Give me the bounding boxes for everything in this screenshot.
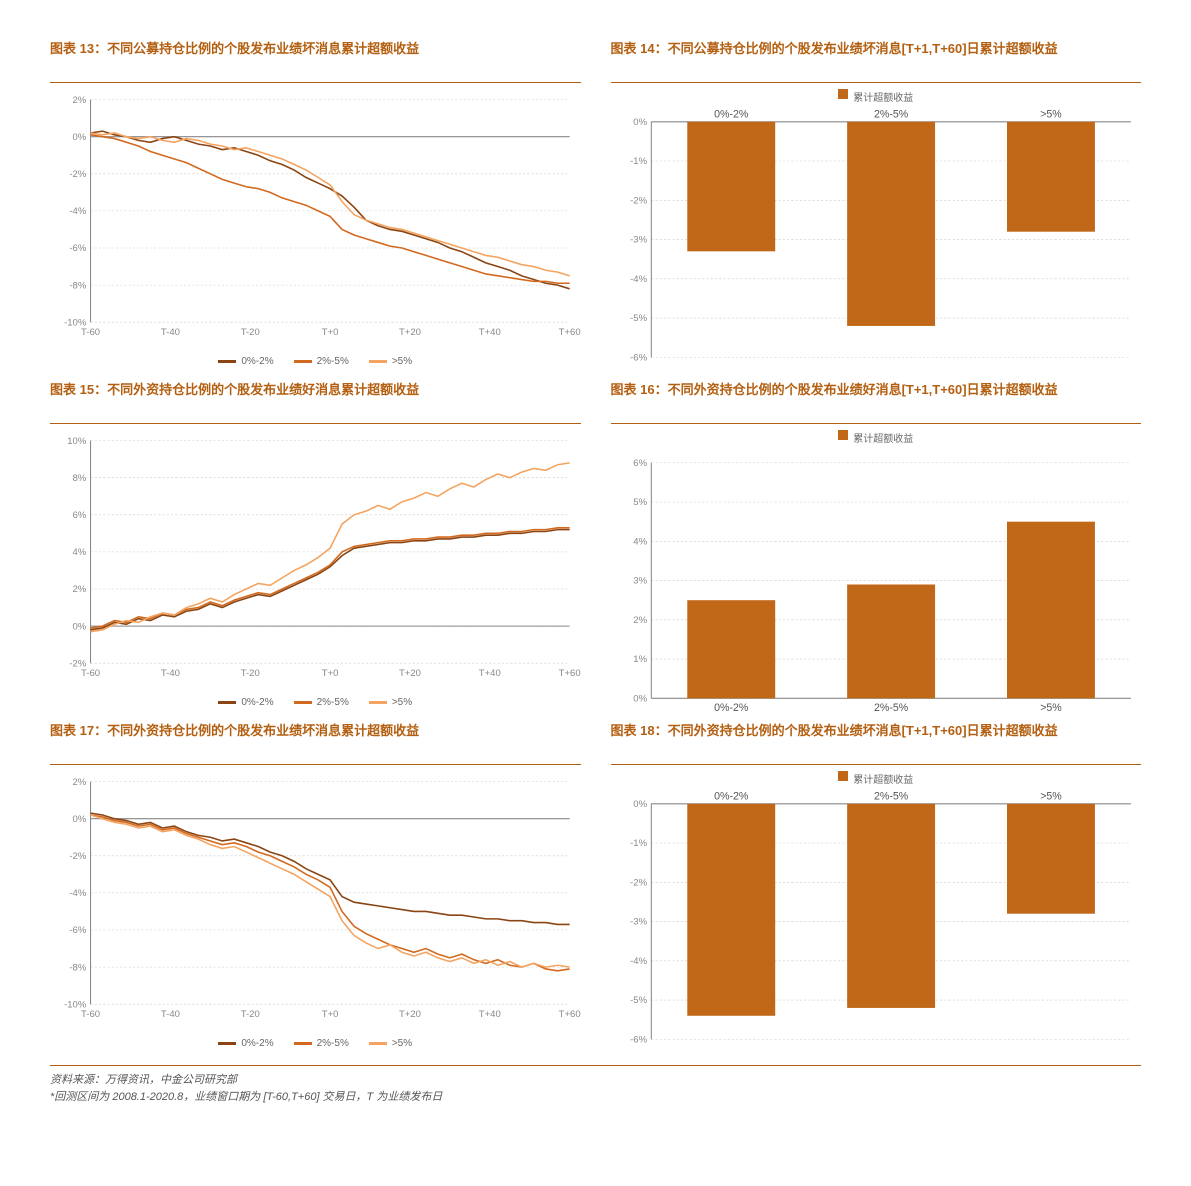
bar-chart: -6% -5% -4% -3% -2% -1% 0% 0%-2% 2%-5% >5% xyxy=(611,788,1142,1053)
svg-text:-4%: -4% xyxy=(630,956,647,967)
chart-title: 图表 15：不同外资持仓比例的个股发布业绩好消息累计超额收益 xyxy=(50,381,581,399)
svg-text:-1%: -1% xyxy=(630,156,647,167)
svg-text:0%: 0% xyxy=(633,799,647,810)
svg-text:T-40: T-40 xyxy=(161,1009,180,1020)
bar-chart: -6% -5% -4% -3% -2% -1% 0% 0%-2% 2%-5% >5% xyxy=(611,106,1142,371)
svg-text:0%: 0% xyxy=(73,621,87,632)
chart-title: 图表 16：不同外资持仓比例的个股发布业绩好消息[T+1,T+60]日累计超额收… xyxy=(611,381,1142,399)
chart-title: 图表 17：不同外资持仓比例的个股发布业绩坏消息累计超额收益 xyxy=(50,722,581,740)
svg-text:T+0: T+0 xyxy=(322,327,339,338)
svg-text:T-20: T-20 xyxy=(241,668,260,679)
svg-text:>5%: >5% xyxy=(1040,702,1062,712)
svg-text:0%: 0% xyxy=(633,117,647,128)
svg-text:-2%: -2% xyxy=(69,169,86,180)
svg-text:0%-2%: 0%-2% xyxy=(714,109,749,121)
svg-text:3%: 3% xyxy=(633,576,647,587)
svg-text:2%: 2% xyxy=(73,777,87,788)
line-chart: -2%0%2%4%6%8%10%T-60T-40T-20T+0T+20T+40T… xyxy=(50,430,581,695)
svg-text:T-40: T-40 xyxy=(161,668,180,679)
svg-text:0%: 0% xyxy=(73,132,87,143)
source-footer: 资料来源：万得资讯，中金公司研究部 *回测区间为 2008.1-2020.8，业… xyxy=(50,1065,1141,1105)
svg-text:T+60: T+60 xyxy=(559,327,581,338)
line-legend: 0%-2%2%-5%>5% xyxy=(50,697,581,708)
svg-text:-6%: -6% xyxy=(69,243,86,254)
chart-title: 图表 14：不同公募持仓比例的个股发布业绩坏消息[T+1,T+60]日累计超额收… xyxy=(611,40,1142,58)
svg-text:T-40: T-40 xyxy=(161,327,180,338)
chart-panel-c13: 图表 13：不同公募持仓比例的个股发布业绩坏消息累计超额收益-10%-8%-6%… xyxy=(50,40,581,371)
chart-panel-c16: 图表 16：不同外资持仓比例的个股发布业绩好消息[T+1,T+60]日累计超额收… xyxy=(611,381,1142,712)
chart-panel-c17: 图表 17：不同外资持仓比例的个股发布业绩坏消息累计超额收益-10%-8%-6%… xyxy=(50,722,581,1053)
svg-text:2%: 2% xyxy=(73,584,87,595)
line-legend: 0%-2%2%-5%>5% xyxy=(50,356,581,367)
svg-text:T+40: T+40 xyxy=(479,668,501,679)
svg-text:10%: 10% xyxy=(67,436,87,447)
svg-text:T-60: T-60 xyxy=(81,1009,100,1020)
svg-text:-5%: -5% xyxy=(630,995,647,1006)
svg-text:1%: 1% xyxy=(633,654,647,665)
svg-text:0%: 0% xyxy=(633,694,647,705)
svg-text:4%: 4% xyxy=(633,536,647,547)
svg-text:T+0: T+0 xyxy=(322,1009,339,1020)
svg-text:0%-2%: 0%-2% xyxy=(714,702,749,712)
line-chart: -10%-8%-6%-4%-2%0%2%T-60T-40T-20T+0T+20T… xyxy=(50,771,581,1036)
svg-text:2%: 2% xyxy=(633,615,647,626)
svg-text:0%: 0% xyxy=(73,814,87,825)
svg-text:T+20: T+20 xyxy=(399,1009,421,1020)
line-legend: 0%-2%2%-5%>5% xyxy=(50,1038,581,1049)
svg-text:6%: 6% xyxy=(633,458,647,469)
svg-text:-2%: -2% xyxy=(630,195,647,206)
svg-text:T+40: T+40 xyxy=(479,1009,501,1020)
svg-text:T-60: T-60 xyxy=(81,668,100,679)
svg-text:-8%: -8% xyxy=(69,962,86,973)
svg-text:-3%: -3% xyxy=(630,917,647,928)
svg-text:4%: 4% xyxy=(73,547,87,558)
svg-text:-1%: -1% xyxy=(630,838,647,849)
svg-text:>5%: >5% xyxy=(1040,109,1062,121)
svg-text:T+20: T+20 xyxy=(399,668,421,679)
svg-text:-4%: -4% xyxy=(630,274,647,285)
svg-text:-8%: -8% xyxy=(69,280,86,291)
svg-text:T+20: T+20 xyxy=(399,327,421,338)
svg-text:-2%: -2% xyxy=(69,851,86,862)
svg-text:-3%: -3% xyxy=(630,235,647,246)
svg-text:-4%: -4% xyxy=(69,206,86,217)
svg-text:5%: 5% xyxy=(633,497,647,508)
svg-text:T-20: T-20 xyxy=(241,1009,260,1020)
svg-text:-2%: -2% xyxy=(630,877,647,888)
svg-text:-6%: -6% xyxy=(69,925,86,936)
chart-title: 图表 18：不同外资持仓比例的个股发布业绩坏消息[T+1,T+60]日累计超额收… xyxy=(611,722,1142,740)
svg-text:-4%: -4% xyxy=(69,888,86,899)
svg-text:-6%: -6% xyxy=(630,1035,647,1046)
chart-panel-c14: 图表 14：不同公募持仓比例的个股发布业绩坏消息[T+1,T+60]日累计超额收… xyxy=(611,40,1142,371)
svg-text:2%-5%: 2%-5% xyxy=(874,109,909,121)
svg-text:T-20: T-20 xyxy=(241,327,260,338)
svg-text:T-60: T-60 xyxy=(81,327,100,338)
chart-panel-c15: 图表 15：不同外资持仓比例的个股发布业绩好消息累计超额收益-2%0%2%4%6… xyxy=(50,381,581,712)
svg-text:6%: 6% xyxy=(73,510,87,521)
svg-text:T+60: T+60 xyxy=(559,668,581,679)
svg-text:2%-5%: 2%-5% xyxy=(874,791,909,803)
svg-text:T+0: T+0 xyxy=(322,668,339,679)
svg-text:0%-2%: 0%-2% xyxy=(714,791,749,803)
bar-legend: 累计超额收益 xyxy=(611,89,1142,104)
svg-text:2%-5%: 2%-5% xyxy=(874,702,909,712)
footer-note: *回测区间为 2008.1-2020.8，业绩窗口期为 [T-60,T+60] … xyxy=(50,1089,1141,1106)
bar-chart: 0% 1% 2% 3% 4% 5% 6% 0%-2% 2%-5% >5% xyxy=(611,447,1142,712)
bar-legend: 累计超额收益 xyxy=(611,771,1142,786)
svg-text:-6%: -6% xyxy=(630,353,647,364)
svg-text:T+40: T+40 xyxy=(479,327,501,338)
chart-title: 图表 13：不同公募持仓比例的个股发布业绩坏消息累计超额收益 xyxy=(50,40,581,58)
svg-text:2%: 2% xyxy=(73,95,87,106)
line-chart: -10%-8%-6%-4%-2%0%2%T-60T-40T-20T+0T+20T… xyxy=(50,89,581,354)
bar-legend: 累计超额收益 xyxy=(611,430,1142,445)
svg-text:-5%: -5% xyxy=(630,313,647,324)
footer-source: 资料来源：万得资讯，中金公司研究部 xyxy=(50,1072,1141,1089)
svg-text:>5%: >5% xyxy=(1040,791,1062,803)
chart-panel-c18: 图表 18：不同外资持仓比例的个股发布业绩坏消息[T+1,T+60]日累计超额收… xyxy=(611,722,1142,1053)
svg-text:8%: 8% xyxy=(73,473,87,484)
svg-text:T+60: T+60 xyxy=(559,1009,581,1020)
